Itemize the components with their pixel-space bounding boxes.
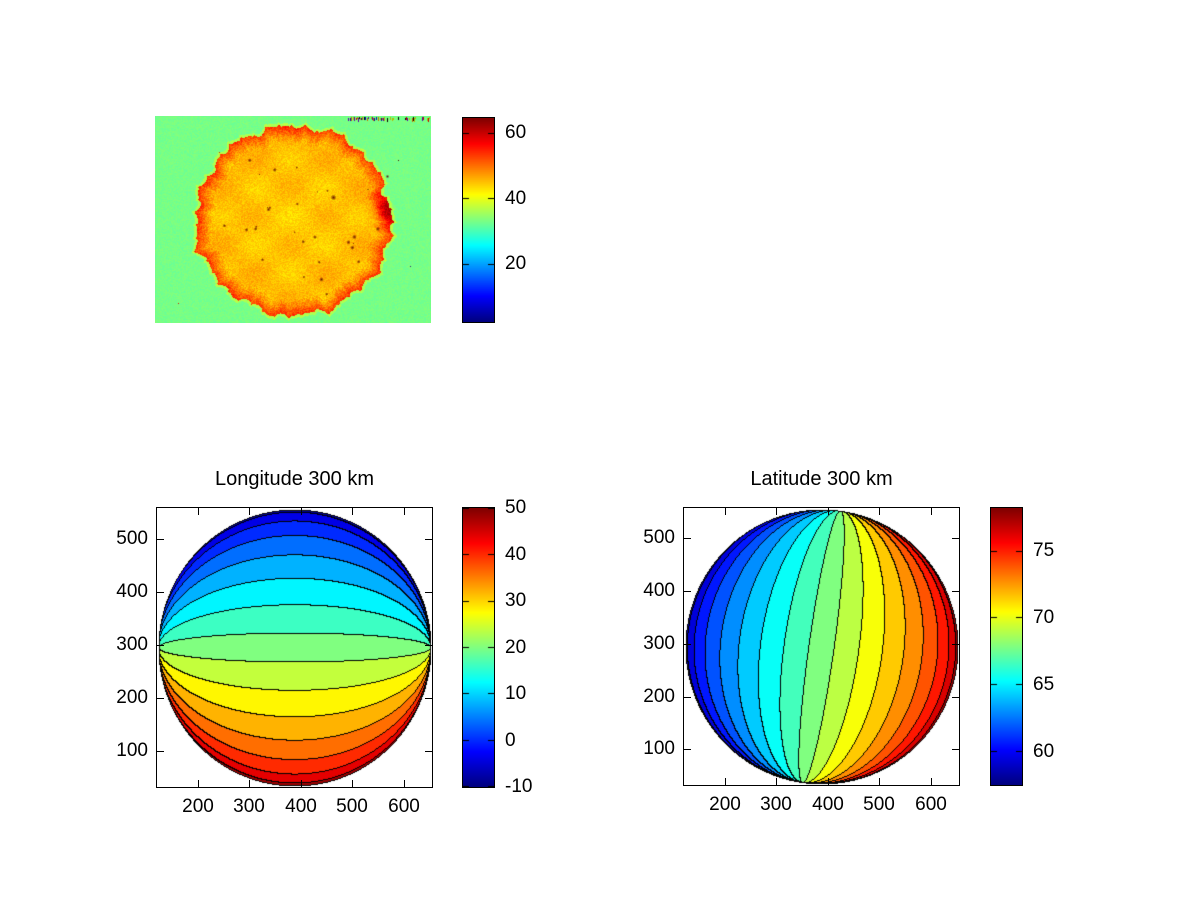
y-axis-tick [157,539,164,540]
y-tick-label: 500 [116,528,148,549]
y-axis-tick [425,592,432,593]
longitude-colorbar-gradient [463,508,494,787]
y-axis-tick [425,645,432,646]
y-axis-tick [684,538,691,539]
y-axis-tick [684,644,691,645]
y-tick-label: 200 [643,686,675,707]
x-tick-label: 200 [709,794,741,815]
x-axis-tick [404,508,405,515]
colorbar-tick-label: 0 [505,729,516,751]
y-axis-tick [684,591,691,592]
y-tick-label: 300 [116,634,148,655]
colorbar-tick-label: 65 [1033,673,1055,695]
latitude-colorbar [990,507,1023,786]
colorbar-tick-label: 20 [505,636,527,658]
y-axis-tick [952,749,959,750]
x-axis-tick [249,780,250,787]
x-axis-tick [725,508,726,515]
y-axis-tick [425,539,432,540]
x-axis-tick [828,508,829,515]
x-axis-tick [725,778,726,785]
colorbar-tick-label: 70 [1033,606,1055,628]
y-axis-tick [684,749,691,750]
y-tick-label: 100 [643,738,675,759]
x-tick-label: 500 [336,796,368,817]
x-axis-tick [301,780,302,787]
y-tick-label: 300 [643,633,675,654]
longitude-contour-canvas [157,508,432,787]
x-axis-tick [776,508,777,515]
y-axis-tick [952,644,959,645]
colorbar-tick-label: 60 [505,121,527,143]
y-axis-tick [157,698,164,699]
x-tick-label: 300 [233,796,265,817]
longitude-colorbar [462,507,495,788]
colorbar-tick-label: 10 [505,683,527,704]
solar-image-panel [155,116,431,323]
x-tick-label: 200 [182,796,214,817]
colorbar-tick-label: 50 [505,497,527,518]
y-tick-label: 100 [116,740,148,761]
x-axis-tick [301,508,302,515]
latitude-plot-title: Latitude 300 km [750,468,893,490]
y-axis-tick [425,698,432,699]
y-axis-tick [684,697,691,698]
y-axis-tick [952,697,959,698]
x-axis-tick [879,508,880,515]
y-tick-label: 500 [643,527,675,548]
colorbar-tick-label: 30 [505,590,527,611]
x-axis-tick [352,780,353,787]
colorbar-tick-label: 75 [1033,539,1055,561]
x-tick-label: 400 [285,796,317,817]
y-axis-tick [157,645,164,646]
colorbar-tick-label: -10 [505,776,533,797]
x-axis-tick [776,778,777,785]
x-axis-tick [352,508,353,515]
x-axis-tick [828,778,829,785]
solar-disk-image-canvas [155,116,431,323]
colorbar-tick-label: 40 [505,543,527,565]
x-axis-tick [249,508,250,515]
y-axis-tick [952,591,959,592]
x-axis-tick [931,778,932,785]
x-tick-label: 600 [915,794,947,815]
longitude-plot-title: Longitude 300 km [214,468,374,490]
latitude-contour-canvas [684,508,959,785]
x-tick-label: 500 [863,794,895,815]
x-tick-label: 400 [812,794,844,815]
y-tick-label: 200 [116,687,148,708]
y-tick-label: 400 [643,580,675,601]
solar-colorbar-gradient [463,118,494,322]
colorbar-tick-label: 40 [505,187,527,209]
y-axis-tick [425,751,432,752]
x-axis-tick [198,508,199,515]
longitude-plot-axes [156,507,433,788]
y-axis-tick [157,751,164,752]
colorbar-tick-label: 60 [1033,740,1055,762]
x-axis-tick [931,508,932,515]
x-axis-tick [879,778,880,785]
x-tick-label: 300 [760,794,792,815]
latitude-colorbar-gradient [991,508,1022,785]
y-axis-tick [157,592,164,593]
x-axis-tick [198,780,199,787]
x-tick-label: 600 [388,796,420,817]
colorbar-tick-label: 20 [505,253,527,275]
x-axis-tick [404,780,405,787]
solar-image-colorbar [462,117,495,323]
y-axis-tick [952,538,959,539]
y-tick-label: 400 [116,581,148,602]
latitude-plot-axes [683,507,960,786]
